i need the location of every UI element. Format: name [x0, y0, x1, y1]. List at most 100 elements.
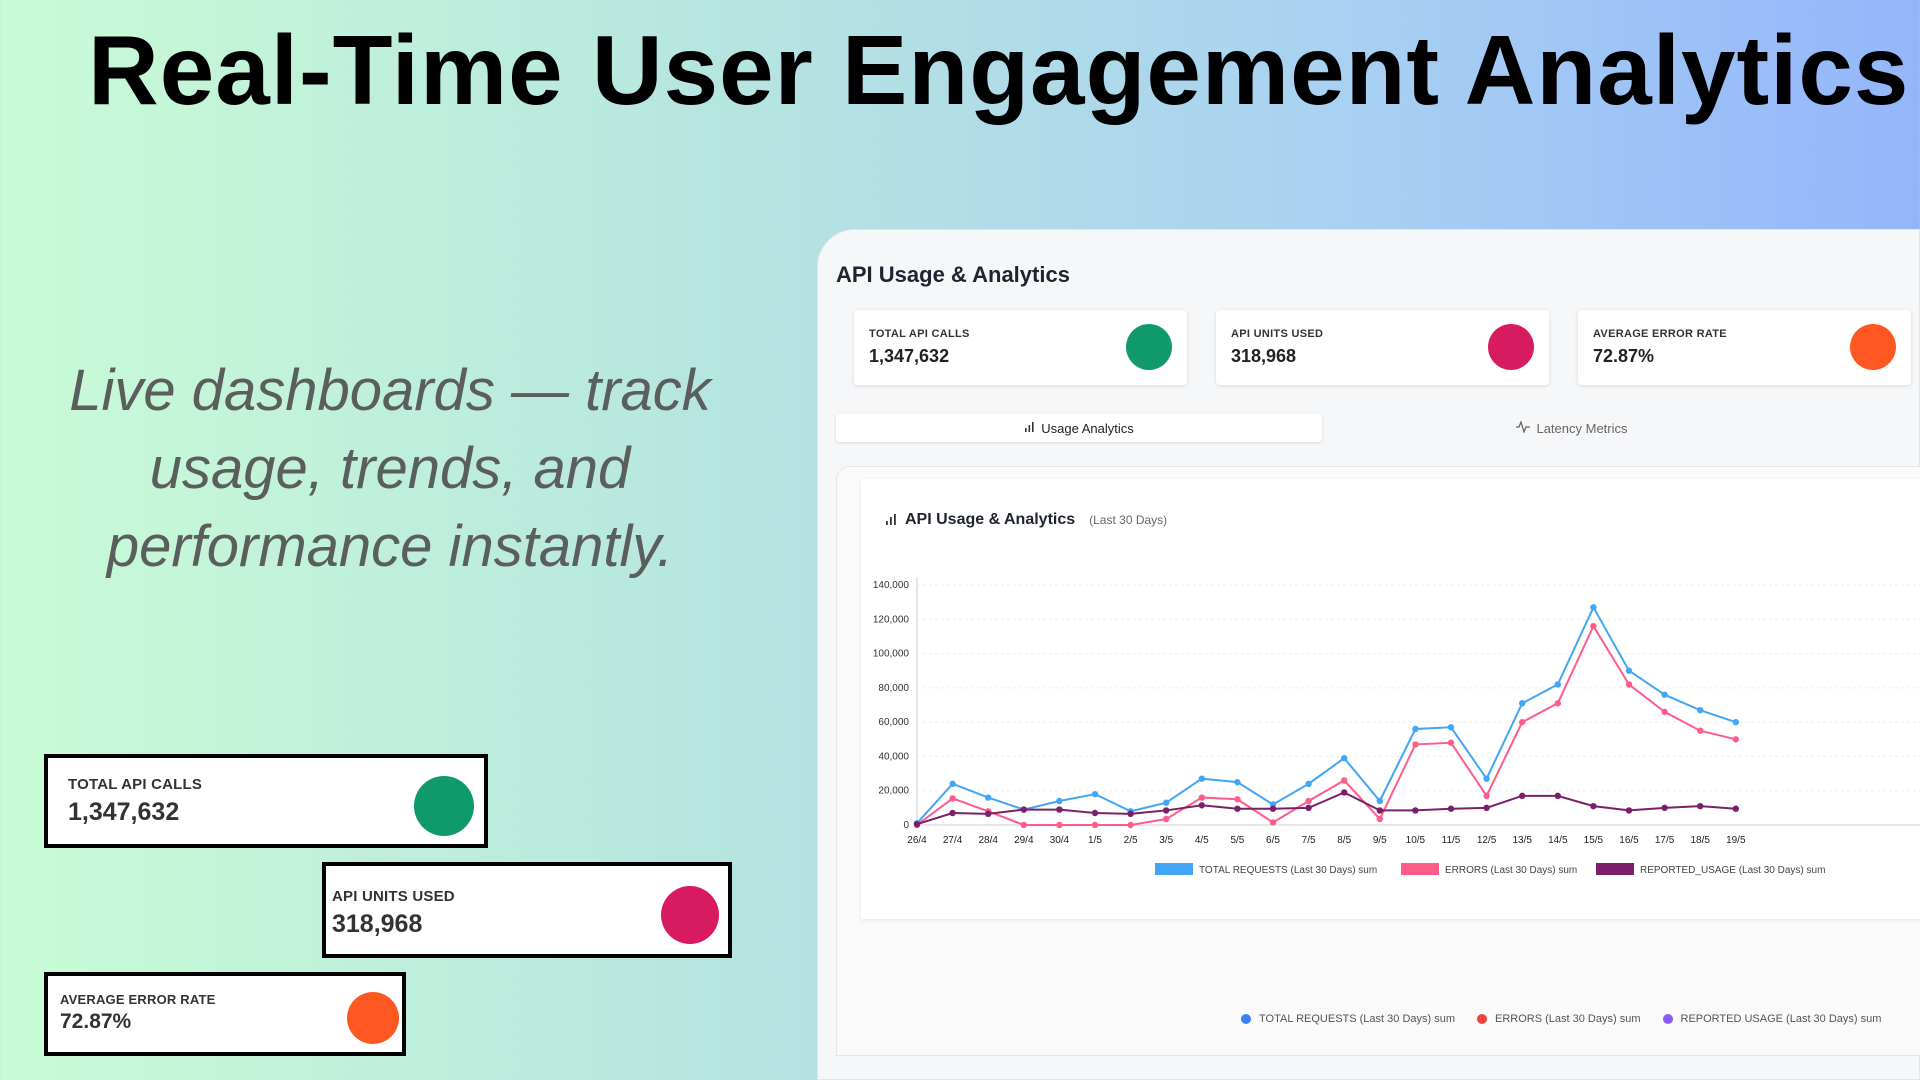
stat-card-api-units[interactable]: API UNITS USED 318,968: [1216, 310, 1549, 385]
legend-item[interactable]: REPORTED USAGE (Last 30 Days) sum: [1662, 1013, 1881, 1025]
data-point: [1020, 821, 1027, 829]
legend-label: ERRORS (Last 30 Days) sum: [1495, 1013, 1641, 1025]
data-point: [1697, 706, 1704, 714]
data-point: [1020, 806, 1027, 813]
pulse-icon: [1516, 419, 1531, 436]
stat-value: 1,347,632: [869, 346, 950, 366]
data-point: [1483, 775, 1490, 782]
mini-card-label: TOTAL API CALLS: [68, 776, 203, 793]
line-chart: 0 20,000 40,000 60,000 80,000 100,000 120,000 1…: [873, 577, 1920, 876]
x-tick-label: 3/5: [1159, 835, 1173, 846]
data-point: [1661, 804, 1668, 812]
data-point: [985, 810, 992, 818]
x-tick-label: 28/4: [978, 835, 998, 846]
x-tick-label: 26/4: [907, 835, 927, 846]
series-line: [916, 791, 1736, 826]
y-tick-label: 40,000: [878, 751, 909, 762]
tagline: Live dashboards — track usage, trends, a…: [30, 352, 750, 586]
data-point: [1234, 778, 1241, 786]
legend-dot-icon: [1241, 1014, 1251, 1024]
mini-card-label: AVERAGE ERROR RATE: [60, 992, 216, 1007]
tagline-line: usage, trends, and: [149, 436, 631, 501]
stat-card-error-rate[interactable]: AVERAGE ERROR RATE 72.87%: [1578, 310, 1911, 385]
legend-dot-icon: [1477, 1014, 1488, 1024]
mini-card-error-rate: AVERAGE ERROR RATE 72.87%: [44, 972, 406, 1056]
data-point: [1234, 796, 1241, 803]
stat-label: TOTAL API CALLS: [869, 328, 970, 340]
data-point: [1056, 806, 1063, 813]
chart-card: API Usage & Analytics (Last 30 Days) 0 20…: [836, 466, 1920, 1056]
data-point: [1590, 802, 1597, 810]
data-point: [913, 820, 921, 828]
mini-card-api-units: API UNITS USED 318,968: [322, 862, 732, 958]
y-tick-label: 140,000: [873, 580, 910, 591]
data-point: [1590, 622, 1597, 630]
status-dot-icon: [661, 886, 719, 944]
data-point: [1625, 667, 1633, 674]
stat-label: API UNITS USED: [1231, 328, 1324, 340]
data-point: [1341, 777, 1348, 784]
stat-label: AVERAGE ERROR RATE: [1593, 328, 1727, 340]
data-point: [949, 795, 956, 802]
data-point: [1163, 815, 1170, 823]
legend-swatch: [1596, 863, 1634, 875]
x-tick-label: 18/5: [1690, 835, 1710, 846]
x-tick-label: 6/5: [1266, 835, 1280, 846]
y-tick-label: 60,000: [878, 717, 909, 728]
stat-value: 72.87%: [1593, 346, 1655, 366]
tagline-line: Live dashboards — track: [69, 358, 711, 423]
data-point: [1091, 821, 1099, 829]
data-point: [1483, 804, 1490, 812]
x-tick-label: 9/5: [1373, 835, 1387, 846]
data-point: [1412, 741, 1419, 748]
mini-card-value: 1,347,632: [68, 798, 180, 826]
data-point: [1305, 797, 1312, 805]
tab-label: Usage Analytics: [1041, 420, 1134, 436]
x-tick-label: 17/5: [1655, 835, 1675, 846]
data-point: [1661, 691, 1668, 698]
data-point: [1163, 807, 1170, 814]
x-tick-label: 5/5: [1230, 835, 1244, 846]
data-point: [949, 780, 956, 788]
legend-swatch: [1401, 863, 1439, 875]
status-dot-icon: [1126, 324, 1172, 370]
data-point: [1483, 792, 1490, 800]
data-point: [1447, 739, 1455, 746]
status-dot-icon: [1850, 324, 1896, 370]
x-tick-label: 4/5: [1195, 835, 1209, 846]
tab-usage-analytics[interactable]: Usage Analytics: [836, 414, 1322, 442]
data-point: [949, 809, 956, 817]
y-tick-label: 20,000: [878, 786, 909, 797]
data-point: [1163, 799, 1170, 806]
data-point: [1269, 805, 1277, 812]
data-point: [1127, 821, 1134, 829]
x-tick-label: 27/4: [943, 835, 963, 846]
mini-card-value: 318,968: [332, 910, 423, 938]
data-point: [1091, 790, 1099, 798]
data-point: [1554, 700, 1561, 707]
data-point: [985, 794, 992, 801]
bar-chart-icon: [1024, 421, 1035, 435]
legend-item[interactable]: TOTAL REQUESTS (Last 30 Days) sum: [1241, 1013, 1455, 1025]
x-tick-label: 11/5: [1442, 835, 1461, 846]
tab-latency-metrics[interactable]: Latency Metrics: [1322, 414, 1822, 442]
y-tick-label: 0: [903, 820, 909, 831]
data-point: [1056, 797, 1063, 805]
data-point: [1341, 754, 1348, 762]
status-dot-icon: [414, 776, 474, 836]
stat-card-total-api-calls[interactable]: TOTAL API CALLS 1,347,632: [854, 310, 1187, 385]
y-tick-label: 80,000: [878, 683, 909, 694]
data-point: [1697, 727, 1704, 734]
bottom-legend: TOTAL REQUESTS (Last 30 Days) sum ERRORS…: [837, 1013, 1920, 1025]
x-tick-label: 12/5: [1477, 835, 1497, 846]
data-point: [1198, 794, 1205, 801]
legend-dot-icon: [1662, 1014, 1673, 1024]
tab-label: Latency Metrics: [1536, 420, 1628, 436]
x-tick-label: 8/5: [1337, 835, 1351, 846]
data-point: [1091, 809, 1099, 817]
legend-item[interactable]: ERRORS (Last 30 Days) sum: [1477, 1013, 1641, 1025]
x-tick-label: 14/5: [1548, 835, 1568, 846]
legend-label: REPORTED_USAGE (Last 30 Days) sum: [1640, 865, 1825, 876]
dashboard-panel: API Usage & Analytics TOTAL API CALLS 1,…: [817, 229, 1920, 1080]
legend-swatch: [1155, 863, 1193, 875]
